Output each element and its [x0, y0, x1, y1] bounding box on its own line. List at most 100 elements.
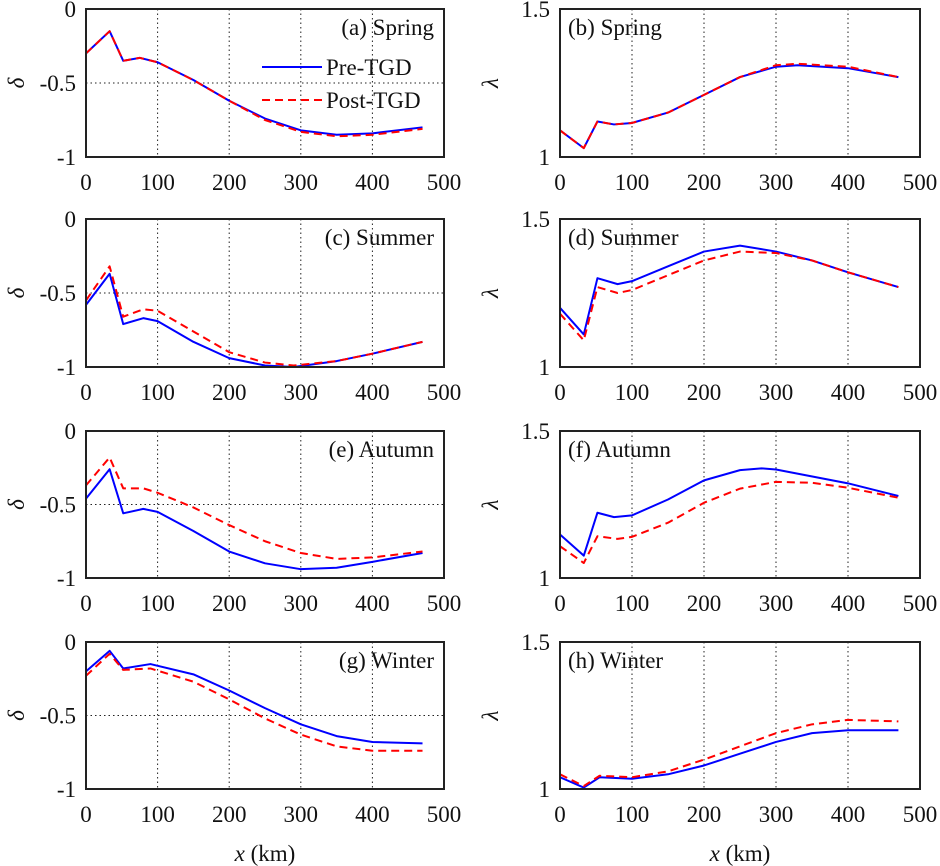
plot-frame — [85, 430, 445, 579]
panel-title: (e) Autumn — [329, 437, 435, 462]
panel-title: (g) Winter — [339, 648, 434, 673]
panel-a: 0 100 200 300 400 500 0 -0.5 -1 δ (a) Spring Pre-TG… — [4, 0, 461, 195]
legend-label: Pre-TGD — [326, 55, 412, 80]
x-tick-label: 300 — [284, 170, 319, 195]
plot-frame — [85, 641, 445, 790]
series-line-post-tgd — [559, 250, 899, 342]
x-tick-label: 400 — [355, 170, 390, 195]
x-tick-label: 500 — [427, 170, 462, 195]
y-axis-label: δ — [4, 710, 29, 721]
panel-h: 0 100 200 300 400 500 1.5 1 λ (h) Winter x (km) — [478, 630, 937, 866]
y-tick-label: 1.5 — [521, 207, 550, 232]
x-tick-label: 200 — [212, 591, 247, 616]
y-tick-label: 1 — [539, 566, 551, 591]
panel-g: 0 100 200 300 400 500 0 -0.5 -1 δ (g) Winter x (km) — [4, 630, 461, 866]
x-tick-label: 300 — [759, 802, 794, 827]
legend-label: Post-TGD — [326, 88, 421, 113]
x-tick-label: 500 — [903, 380, 938, 405]
x-tick-label: 300 — [759, 170, 794, 195]
panel-title: (f) Autumn — [568, 437, 671, 462]
y-tick-label: -1 — [57, 777, 76, 802]
x-tick-label: 0 — [554, 170, 566, 195]
y-axis-label: δ — [4, 499, 29, 510]
y-tick-label: -1 — [57, 355, 76, 380]
y-tick-label: 1.5 — [521, 0, 550, 22]
series-line-post-tgd — [85, 30, 423, 138]
x-tick-label: 0 — [80, 170, 92, 195]
x-tick-label: 0 — [80, 802, 92, 827]
y-tick-label: 1 — [539, 145, 551, 170]
series-line-post-tgd — [85, 652, 423, 752]
plot-frame — [559, 641, 921, 790]
x-tick-label: 300 — [759, 591, 794, 616]
y-tick-label: 0 — [65, 630, 77, 655]
x-axis-label-unit: (km) — [720, 841, 770, 866]
x-tick-label: 200 — [687, 170, 722, 195]
plot-frame — [85, 218, 445, 368]
x-axis-label: x (km) — [234, 841, 296, 866]
y-tick-label: 1.5 — [521, 630, 550, 655]
x-tick-label: 0 — [554, 380, 566, 405]
series-line-pre-tgd — [559, 467, 899, 557]
x-tick-label: 100 — [140, 380, 175, 405]
y-tick-label: 1 — [539, 777, 551, 802]
legend: Pre-TGD Post-TGD — [262, 55, 421, 113]
x-tick-label: 100 — [140, 591, 175, 616]
y-tick-label: -0.5 — [40, 704, 76, 729]
x-tick-label: 100 — [615, 380, 650, 405]
x-tick-label: 300 — [284, 802, 319, 827]
x-tick-label: 400 — [831, 170, 866, 195]
x-tick-label: 100 — [140, 170, 175, 195]
panel-d: 0 100 200 300 400 500 1.5 1 λ (d) Summer — [478, 207, 937, 405]
x-tick-label: 300 — [284, 591, 319, 616]
x-axis-label-unit: (km) — [245, 841, 295, 866]
x-tick-label: 400 — [355, 591, 390, 616]
y-axis-label: δ — [4, 287, 29, 298]
panel-title: (b) Spring — [568, 15, 662, 40]
series-line-pre-tgd — [85, 468, 423, 571]
x-tick-label: 100 — [615, 170, 650, 195]
panel-title: (d) Summer — [568, 225, 679, 250]
y-tick-label: 1 — [539, 355, 551, 380]
x-tick-label: 200 — [687, 591, 722, 616]
x-tick-label: 0 — [80, 591, 92, 616]
plot-frame — [559, 8, 921, 158]
series-line-post-tgd — [85, 265, 423, 367]
panel-b: 0 100 200 300 400 500 1.5 1 λ (b) Spring — [478, 0, 937, 195]
x-tick-label: 0 — [80, 380, 92, 405]
x-tick-label: 500 — [903, 170, 938, 195]
panel-c: 0 100 200 300 400 500 0 -0.5 -1 δ (c) Summer — [4, 207, 461, 405]
x-tick-label: 0 — [554, 591, 566, 616]
x-tick-label: 200 — [212, 170, 247, 195]
y-tick-label: -0.5 — [40, 493, 76, 518]
x-axis-label: x (km) — [709, 841, 771, 866]
x-tick-label: 400 — [355, 802, 390, 827]
y-axis-label: δ — [4, 77, 29, 88]
x-tick-label: 500 — [427, 380, 462, 405]
series-line-pre-tgd — [559, 244, 899, 336]
y-tick-label: -1 — [57, 566, 76, 591]
y-tick-label: 0 — [65, 419, 77, 444]
plot-frame — [85, 8, 445, 158]
y-tick-label: -0.5 — [40, 71, 76, 96]
x-tick-label: 400 — [831, 591, 866, 616]
x-tick-label: 300 — [284, 380, 319, 405]
series-line-post-tgd — [85, 456, 423, 560]
x-tick-label: 400 — [355, 380, 390, 405]
x-tick-label: 500 — [903, 802, 938, 827]
plot-frame — [559, 218, 921, 368]
x-tick-label: 200 — [212, 380, 247, 405]
x-tick-label: 500 — [427, 591, 462, 616]
x-tick-label: 200 — [212, 802, 247, 827]
y-tick-label: 0 — [65, 0, 77, 22]
y-axis-label: λ — [478, 499, 503, 510]
y-tick-label: 1.5 — [521, 419, 550, 444]
y-axis-label: λ — [478, 288, 503, 299]
panel-title: (h) Winter — [568, 648, 663, 673]
y-axis-label: λ — [478, 710, 503, 721]
x-tick-label: 500 — [427, 802, 462, 827]
series-line-post-tgd — [559, 480, 899, 565]
x-tick-label: 200 — [687, 802, 722, 827]
x-tick-label: 100 — [615, 591, 650, 616]
